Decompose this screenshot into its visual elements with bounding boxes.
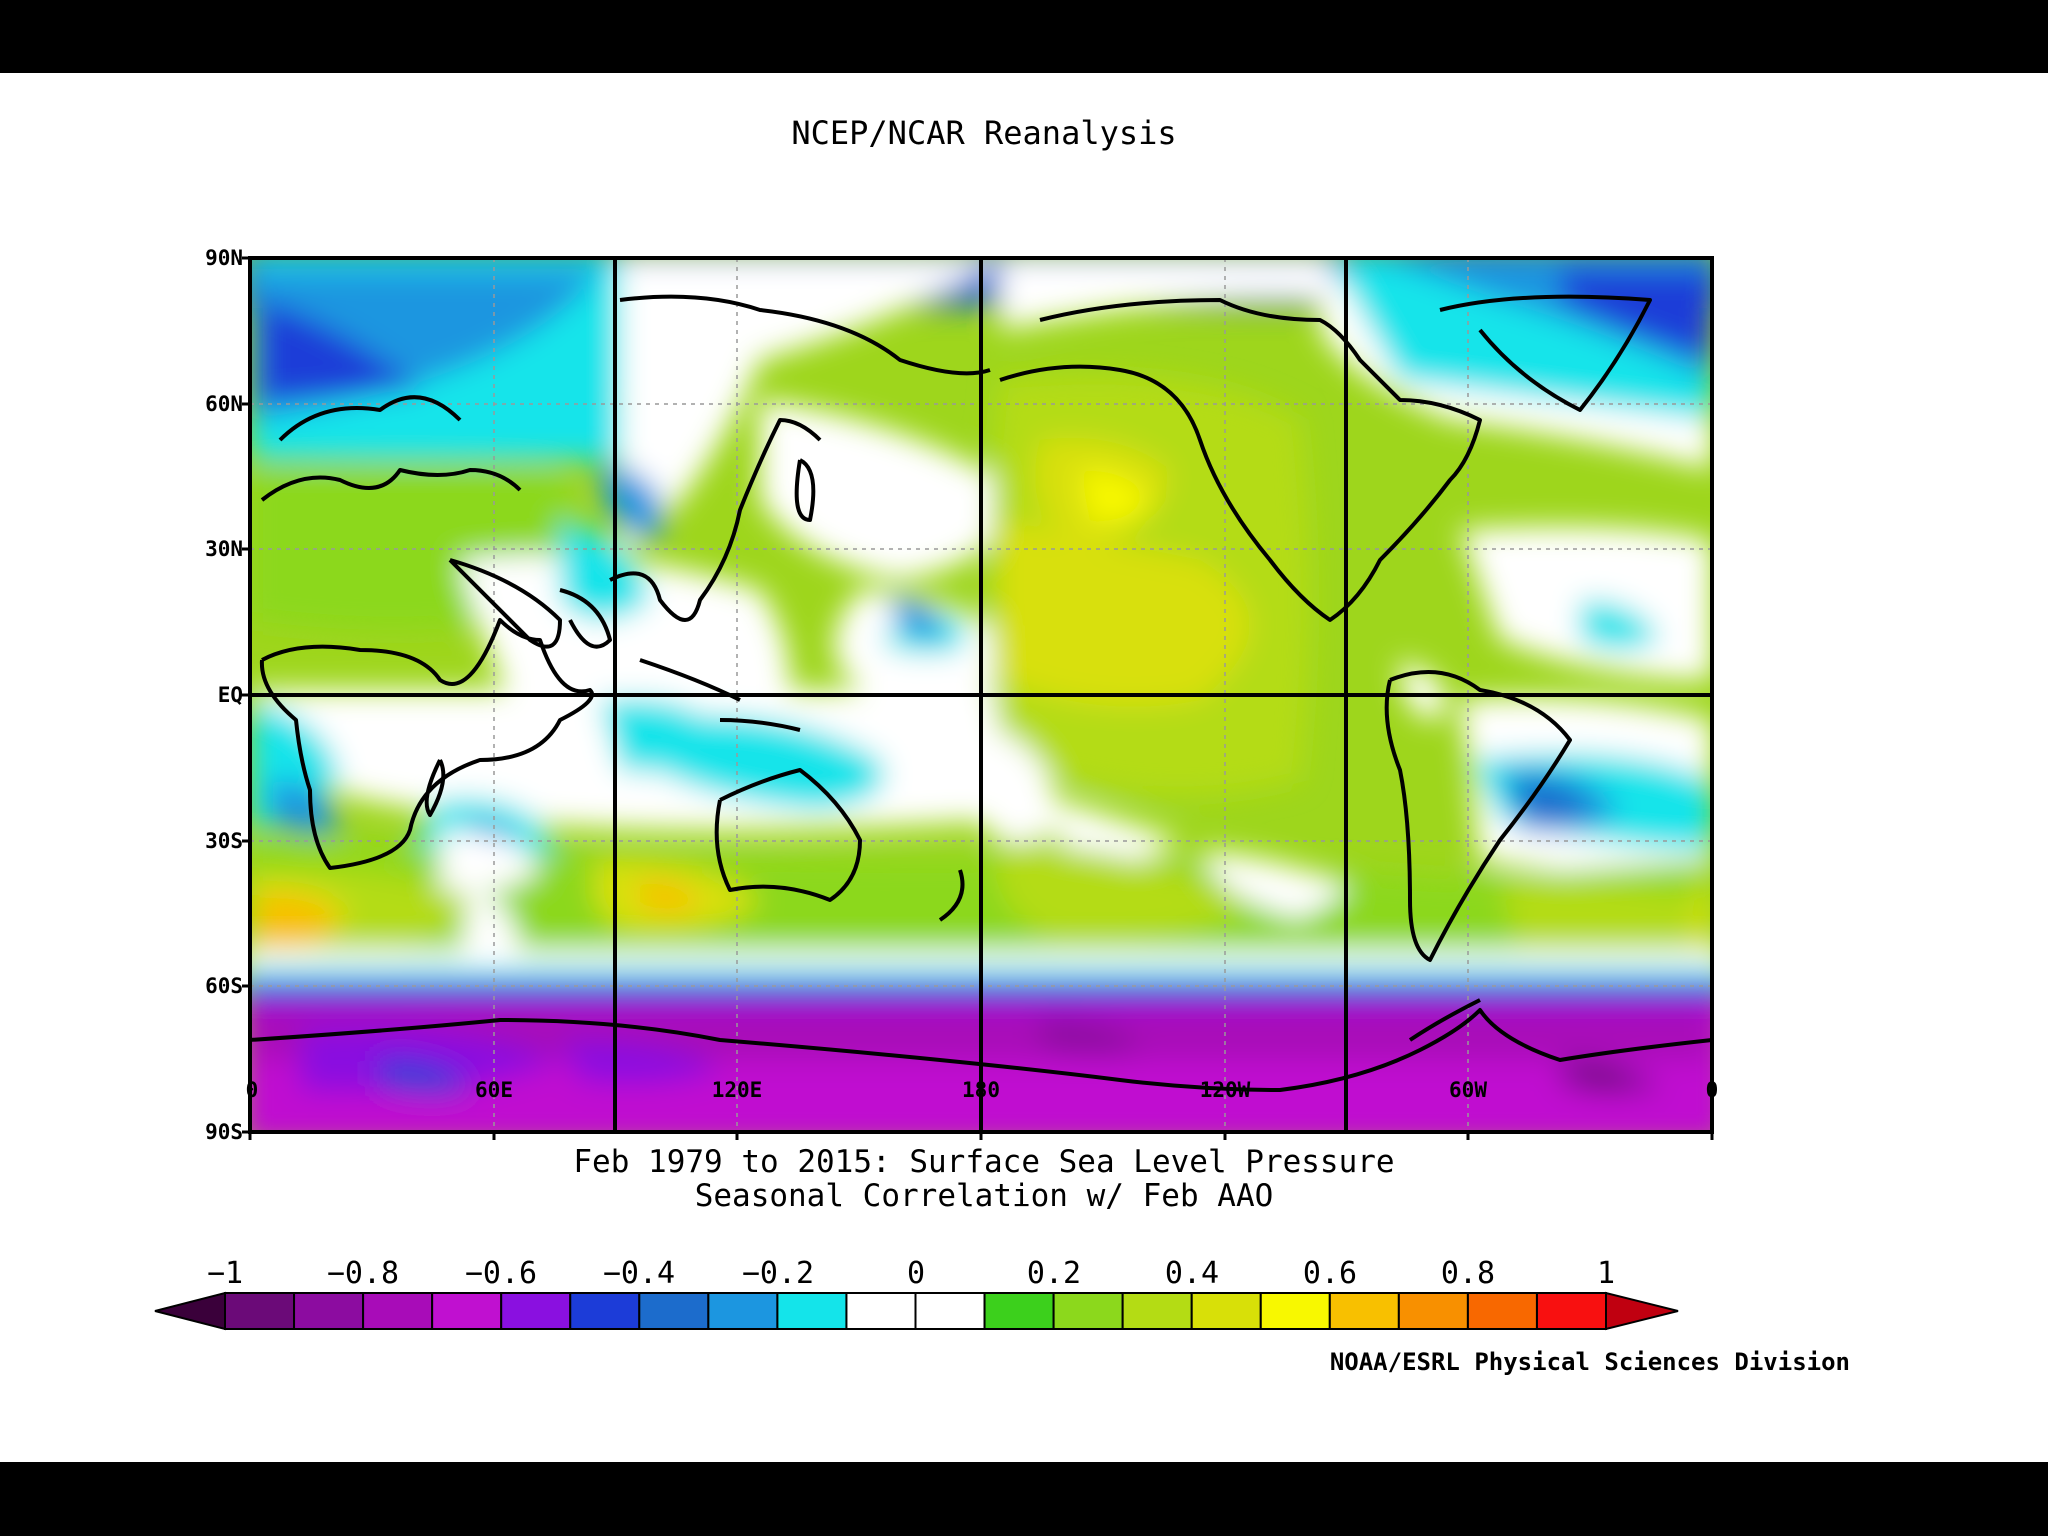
lon-label: 0 (1705, 1078, 1719, 1102)
colorbar-tick-label: −0.2 (741, 1256, 815, 1291)
lon-label: 120W (1199, 1078, 1251, 1102)
europe-coast (260, 395, 522, 502)
credit-line: NOAA/ESRL Physical Sciences Division (1329, 1348, 1850, 1376)
antarctic-peninsula (1408, 998, 1481, 1042)
colorbar-swatch (569, 1292, 641, 1330)
new-zealand (938, 869, 965, 922)
antarctica-coast (250, 1008, 1712, 1092)
colorbar-swatch (707, 1292, 779, 1330)
north-america (999, 298, 1482, 622)
subtitle-line2: Seasonal Correlation w/ Feb AAO (694, 1178, 1274, 1214)
colorbar-tick-label: 0.4 (1164, 1256, 1220, 1291)
colorbar-tick-label: 0.6 (1302, 1256, 1358, 1291)
colorbar-swatch (1535, 1292, 1607, 1330)
graticule-solid (250, 258, 1712, 1132)
colorbar-swatch (224, 1292, 296, 1330)
colorbar-swatch (638, 1292, 710, 1330)
colorbar-tick-label: 0 (906, 1256, 926, 1291)
colorbar-swatch (776, 1292, 848, 1330)
lat-label: 30N (205, 537, 243, 561)
colorbar-swatch (1121, 1292, 1193, 1330)
lat-label: 60S (205, 974, 243, 998)
africa-coast (259, 618, 594, 870)
colorbar (154, 1291, 1679, 1331)
arabia-india (448, 558, 612, 649)
colorbar-tick-label: −0.4 (602, 1256, 676, 1291)
lat-label: EQ (217, 683, 243, 707)
colorbar-swatch (1397, 1292, 1469, 1330)
lon-label: 60E (475, 1078, 513, 1102)
lon-label: 0 (245, 1078, 259, 1102)
colorbar-tick-label: 1 (1596, 1256, 1616, 1291)
japan (794, 458, 816, 522)
lat-label: 90N (205, 246, 243, 270)
colorbar-swatch (500, 1292, 572, 1330)
colorbar-tick-label: 0.8 (1440, 1256, 1496, 1291)
colorbar-swatch (1259, 1292, 1331, 1330)
colorbar-swatch (983, 1292, 1055, 1330)
colorbar-tick-label: 0.2 (1026, 1256, 1082, 1291)
colorbar-upper-triangle (1605, 1291, 1679, 1331)
colorbar-swatch (845, 1292, 917, 1330)
colorbar-swatch (1466, 1292, 1538, 1330)
colorbar-swatch (1190, 1292, 1262, 1330)
colorbar-swatch (914, 1292, 986, 1330)
colorbar-swatch (431, 1292, 503, 1330)
colorbar-tick-label: −0.8 (326, 1256, 400, 1291)
colorbar-swatch (293, 1292, 365, 1330)
colorbar-swatch (362, 1292, 434, 1330)
lon-label: 180 (962, 1078, 1000, 1102)
colorbar-swatch (1052, 1292, 1124, 1330)
subtitle-line1: Feb 1979 to 2015: Surface Sea Level Pres… (573, 1144, 1395, 1180)
lat-label: 30S (205, 829, 243, 853)
lon-label: 60W (1449, 1078, 1487, 1102)
colorbar-tick-label: −0.6 (464, 1256, 538, 1291)
asia-coast (609, 294, 991, 622)
australia (714, 768, 862, 902)
colorbar-swatch (1328, 1292, 1400, 1330)
axis-ticks (242, 256, 1714, 1140)
colorbar-lower-triangle (154, 1291, 226, 1331)
greenland (1439, 294, 1652, 412)
plot-title: NCEP/NCAR Reanalysis (791, 114, 1177, 152)
lon-label: 120E (711, 1078, 763, 1102)
colorbar-tick-label: −1 (206, 1256, 244, 1291)
lat-label: 90S (205, 1120, 243, 1144)
lat-label: 60N (205, 392, 243, 416)
madagascar (424, 759, 446, 817)
